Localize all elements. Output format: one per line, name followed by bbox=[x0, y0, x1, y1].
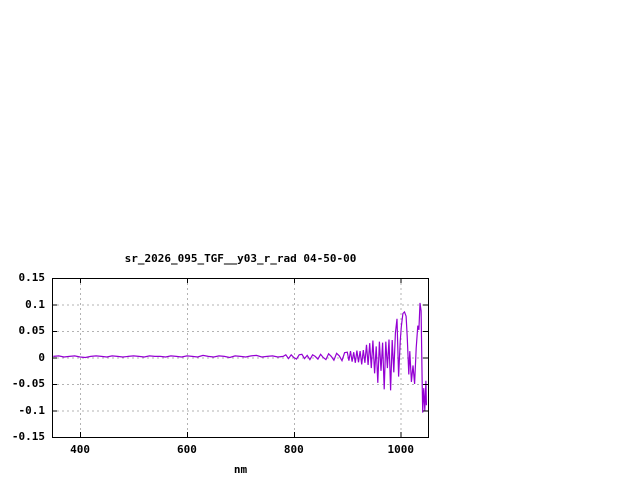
x-axis-label: nm bbox=[233, 463, 248, 476]
y-tick-label: -0.15 bbox=[11, 430, 45, 443]
y-tick-label: 0.1 bbox=[25, 297, 45, 311]
y-tick-label: 0.15 bbox=[18, 271, 46, 284]
y-tick-label: 0.05 bbox=[18, 324, 46, 337]
series-line-sr_2026_095_TGF__y03_r_rad bbox=[53, 302, 427, 413]
x-tick-label: 400 bbox=[70, 443, 90, 456]
chart-title: sr_2026_095_TGF__y03_r_rad 04-50-00 bbox=[124, 252, 357, 265]
plot-area bbox=[52, 278, 429, 438]
y-tick-label: -0.05 bbox=[11, 377, 45, 390]
y-tick-label: 0 bbox=[38, 350, 45, 364]
x-tick-label: 600 bbox=[177, 443, 197, 456]
y-tick-label: -0.1 bbox=[18, 403, 46, 417]
x-tick-label: 1000 bbox=[387, 443, 414, 456]
x-tick-label: 800 bbox=[283, 443, 304, 456]
